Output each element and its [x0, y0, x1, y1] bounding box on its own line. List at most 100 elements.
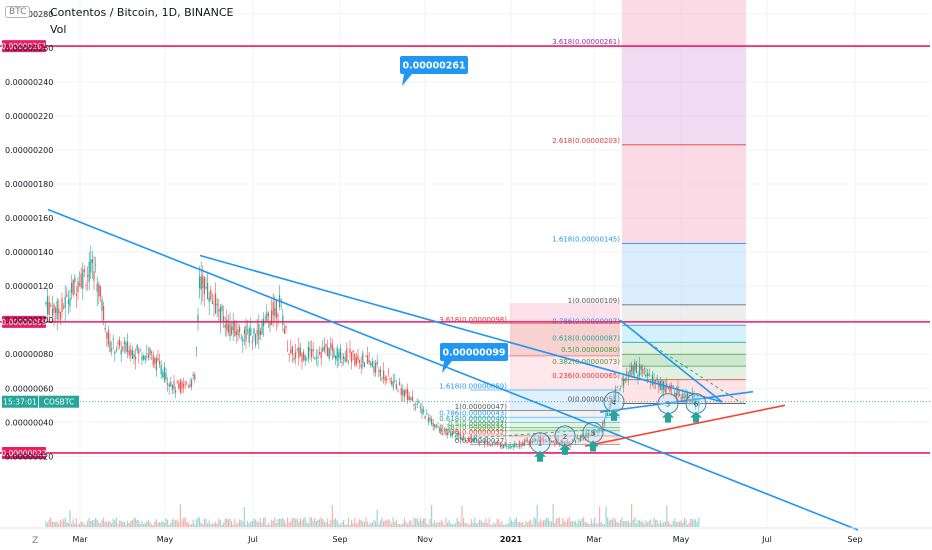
price-tick-label[interactable]: 0.00000260	[5, 44, 53, 53]
price-tag[interactable]	[2, 446, 46, 459]
price-tick-label[interactable]: 0.00000140	[5, 248, 53, 257]
circle-marker-label[interactable]: 5	[666, 401, 670, 409]
time-tick-label[interactable]: Mar	[72, 535, 88, 544]
fib1-level-label[interactable]: 0.618(0.00000040)	[439, 415, 507, 423]
volume-bar	[461, 505, 463, 527]
time-tick-label[interactable]: Jul	[247, 535, 258, 544]
price-tick-label[interactable]: 0.00000040	[5, 418, 53, 427]
time-tick-label[interactable]: 2021	[500, 535, 523, 544]
candle-body	[370, 363, 372, 366]
horizontal-levels[interactable]: 0.00000261 0.00000099 0.00000022 15:37:01 CO…	[0, 40, 930, 459]
circle-marker-label[interactable]: 6	[694, 401, 699, 409]
descending-trendline[interactable]	[47, 208, 859, 531]
volume-bar	[637, 520, 639, 527]
descending-trendline[interactable]	[619, 319, 723, 403]
time-tick-label[interactable]: Jul	[761, 535, 772, 544]
fib1-level-label[interactable]: 0.5(0.00000037)	[448, 420, 507, 428]
volume-label[interactable]: Vol	[50, 23, 67, 36]
trendlines[interactable]	[47, 208, 859, 531]
price-tick-label[interactable]: 0.00000240	[5, 78, 53, 87]
volume-bar	[511, 520, 513, 527]
price-tick-label[interactable]: 0.00000100	[5, 316, 53, 325]
price-callout[interactable]	[440, 343, 508, 361]
circle-marker-label[interactable]: 2	[563, 433, 567, 441]
symbol-tag-label[interactable]: COSBTC	[44, 398, 74, 407]
price-tick-label[interactable]: 0.00000220	[5, 112, 53, 121]
circle-marker-label[interactable]: 3	[591, 430, 595, 438]
volume-bar	[530, 519, 532, 527]
fib1-level-label[interactable]: 3.618(0.00000098)	[439, 316, 507, 324]
time-tick-label[interactable]: Nov	[417, 535, 433, 544]
price-tick-label[interactable]: 0.00000060	[5, 384, 53, 393]
time-tick-label[interactable]: Sep	[332, 535, 347, 544]
currency-badge[interactable]: BTC	[5, 6, 31, 18]
fib2-level-label[interactable]: 2.618(0.00000203)	[552, 137, 620, 145]
zoom-button[interactable]: Z	[32, 536, 39, 546]
fib2-level-label[interactable]: 1.618(0.00000145)	[552, 236, 620, 244]
current-time-tag[interactable]	[2, 395, 38, 408]
candle-body	[99, 285, 101, 297]
ascending-trendline[interactable]	[599, 390, 754, 413]
descending-trendline[interactable]	[199, 254, 723, 403]
time-axis[interactable]: Mar May Jul Sep Nov 2021 Mar May Jul Sep	[0, 527, 932, 544]
price-tag[interactable]	[2, 315, 46, 328]
volume-bar	[280, 519, 282, 527]
price-callout-label[interactable]: 0.00000099	[442, 348, 505, 359]
price-tag-label[interactable]: 0.00000022	[1, 449, 47, 458]
candle-body	[299, 347, 301, 356]
support-trendline[interactable]	[584, 404, 786, 447]
volume-bar	[408, 521, 410, 527]
fib1-level-label[interactable]: 1(0.00000047)	[455, 403, 507, 411]
fib1-level-label[interactable]: 1.618(0.00000059)	[439, 382, 507, 390]
fib2-level-label[interactable]: 1(0.00000109)	[568, 297, 620, 305]
price-tag-label[interactable]: 0.00000261	[1, 42, 47, 51]
price-tick-label[interactable]: 0.00000200	[5, 146, 53, 155]
time-tick-label[interactable]: Mar	[586, 535, 602, 544]
candle-body	[355, 357, 357, 365]
volume-bar	[663, 522, 665, 527]
volume-bar	[215, 521, 217, 527]
price-axis[interactable]: 0.000002800.000002600.000002400.00000220…	[5, 10, 53, 462]
candle-body	[507, 447, 509, 449]
candle-body	[631, 365, 633, 372]
time-tick-label[interactable]: Sep	[847, 535, 862, 544]
projection-line[interactable]	[454, 428, 601, 440]
projection-line[interactable]	[639, 336, 746, 406]
fib1-level-label[interactable]: 0.236(0.00000032)	[439, 428, 507, 436]
fib2-level-label[interactable]: 0(0.00000051)	[568, 396, 620, 404]
price-tag-label[interactable]: 0.00000099	[1, 318, 47, 327]
candle-body	[199, 276, 201, 289]
candle-body	[71, 283, 73, 293]
fib1-level-label[interactable]: 0.382(0.00000035)	[439, 423, 507, 431]
fib1-level-label[interactable]: 0.786(0.00000043)	[439, 410, 507, 418]
fib2-level-label[interactable]: 3.618(0.00000261)	[552, 38, 620, 46]
volume-bar	[631, 504, 633, 527]
fib2-level-label[interactable]: 0.382(0.00000073)	[552, 358, 620, 366]
price-callout[interactable]	[400, 56, 468, 74]
price-callouts[interactable]: 0.00000261 0.00000099	[400, 56, 508, 373]
circle-marker-label[interactable]: 4	[612, 399, 617, 407]
price-tick-label[interactable]: 0.00000120	[5, 282, 53, 291]
current-time-label[interactable]: 15:37:01	[3, 398, 37, 407]
symbol-tag[interactable]	[39, 395, 79, 408]
price-tick-label[interactable]: 0.00000160	[5, 214, 53, 223]
symbol-title[interactable]: Contentos / Bitcoin, 1D, BINANCE	[50, 6, 234, 19]
price-tick-label[interactable]: 0.00000020	[5, 452, 53, 461]
fib2-level-label[interactable]: 0.618(0.00000087)	[552, 334, 620, 342]
price-tick-label[interactable]: 0.00000080	[5, 350, 53, 359]
candle-body	[659, 381, 661, 390]
candle-body	[352, 350, 354, 353]
circle-markers[interactable]: 1 2 3 4 5 6	[529, 391, 707, 462]
fib2-level-label[interactable]: 0.236(0.00000065)	[552, 372, 620, 380]
candle-body	[330, 342, 332, 349]
time-tick-label[interactable]: May	[157, 535, 174, 544]
volume-bar	[274, 517, 276, 527]
time-tick-label[interactable]: May	[673, 535, 690, 544]
price-tag[interactable]	[2, 40, 46, 53]
candle-body	[627, 378, 629, 381]
fib2-level-label[interactable]: 0.5(0.00000080)	[561, 346, 620, 354]
price-callout-label[interactable]: 0.00000261	[402, 61, 465, 72]
circle-marker-label[interactable]: 1	[538, 440, 542, 448]
price-tick-label[interactable]: 0.00000180	[5, 180, 53, 189]
